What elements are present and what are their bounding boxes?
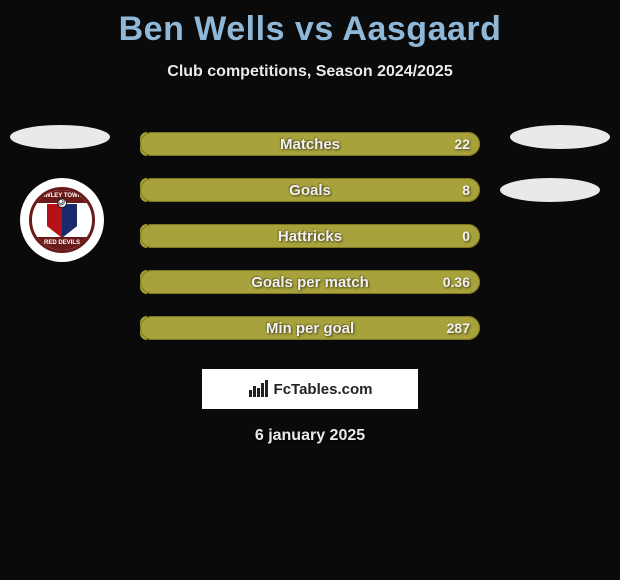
stats-rows: Matches22Goals8Hattricks0Goals per match… xyxy=(0,121,620,351)
attribution-box[interactable]: FcTables.com xyxy=(202,369,418,409)
stat-bar xyxy=(140,270,480,294)
stat-row: Min per goal287 xyxy=(0,305,620,351)
stat-bar xyxy=(140,178,480,202)
stat-bar xyxy=(140,316,480,340)
page-title: Ben Wells vs Aasgaard xyxy=(0,0,620,49)
stat-bar xyxy=(140,224,480,248)
bars-icon xyxy=(248,380,270,398)
subtitle: Club competitions, Season 2024/2025 xyxy=(0,63,620,81)
stat-row: Hattricks0 xyxy=(0,213,620,259)
stat-row: Goals8 xyxy=(0,167,620,213)
stat-row: Matches22 xyxy=(0,121,620,167)
date-text: 6 january 2025 xyxy=(0,427,620,445)
stat-bar xyxy=(140,132,480,156)
stat-row: Goals per match0.36 xyxy=(0,259,620,305)
attribution-text: FcTables.com xyxy=(274,381,373,398)
